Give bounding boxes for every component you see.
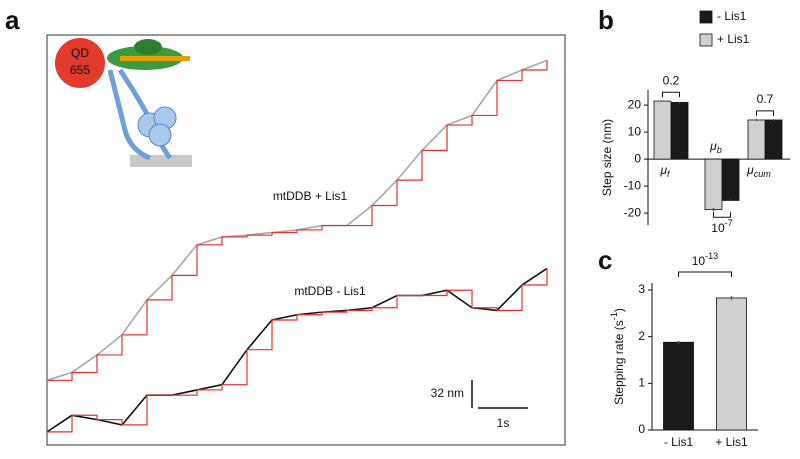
y-axis-label-end: ) <box>612 308 626 312</box>
y-tick-label: -20 <box>624 205 642 219</box>
p-value-sup: -7 <box>725 219 733 229</box>
quantum-dot <box>55 38 105 88</box>
panel-a-frame <box>46 34 566 446</box>
y-tick-label: 2 <box>638 329 645 343</box>
bar <box>716 297 747 431</box>
y-axis-label-sup: -1 <box>609 312 619 320</box>
y-axis-label: Step size (nm) <box>600 119 614 196</box>
category-label: μf <box>659 163 671 179</box>
dynein-cartoon <box>107 39 192 167</box>
y-tick-label: 10 <box>628 124 642 138</box>
category-label-sub: b <box>717 146 722 156</box>
bar <box>704 158 723 211</box>
p-value: 10-13 <box>692 251 719 268</box>
legend-label: + Lis1 <box>717 32 750 46</box>
panel-label: c <box>598 245 612 275</box>
bracket <box>713 212 731 218</box>
scale-label: 1s <box>497 416 510 430</box>
panel-label: a <box>5 5 20 35</box>
scale-label: 32 nm <box>431 386 464 400</box>
bar <box>663 341 694 431</box>
y-tick-label: 20 <box>628 97 642 111</box>
p-value-sup: -13 <box>705 251 718 261</box>
bracket <box>662 91 680 98</box>
legend-label: - Lis1 <box>717 9 747 23</box>
microtubule <box>130 155 192 167</box>
category-label: μcum <box>746 163 771 179</box>
series-label: mtDDB - Lis1 <box>294 284 366 298</box>
y-axis-label-text: Stepping rate (s <box>612 320 626 405</box>
category-label-sub: cum <box>754 170 772 180</box>
bar <box>721 158 740 201</box>
p-value: 10-7 <box>711 219 732 236</box>
p-value-base: 0.2 <box>663 73 680 87</box>
y-tick-label: 0 <box>634 151 641 165</box>
legend-swatch <box>699 10 713 24</box>
step-fit <box>47 60 548 381</box>
y-axis-label: Stepping rate (s-1) <box>609 308 626 405</box>
y-tick-label: 3 <box>638 282 645 296</box>
p-value-base: 10 <box>692 254 706 268</box>
bracket <box>678 271 732 277</box>
legend-swatch <box>699 33 713 47</box>
bar <box>747 119 766 160</box>
qd-label: 655 <box>70 63 90 77</box>
bar <box>670 102 689 160</box>
y-tick-label: 0 <box>638 422 645 436</box>
y-tick-label: 1 <box>638 376 645 390</box>
category-label-base: μ <box>746 163 754 177</box>
p-value-base: 10 <box>711 221 725 235</box>
p-value: 0.2 <box>663 73 680 87</box>
step-fit <box>47 268 548 433</box>
series-label: mtDDB + Lis1 <box>273 189 348 203</box>
p-value: 0.7 <box>757 92 774 106</box>
x-tick-label: + Lis1 <box>715 435 748 449</box>
x-tick-label: - Lis1 <box>664 435 694 449</box>
bar <box>764 119 783 160</box>
category-label-base: μ <box>659 163 667 177</box>
category-label-sub: f <box>667 170 671 180</box>
panel-label: b <box>598 5 614 35</box>
category-label: μb <box>709 139 722 155</box>
p-value-base: 0.7 <box>757 92 774 106</box>
y-tick-label: -10 <box>624 178 642 192</box>
category-label-base: μ <box>709 139 717 153</box>
qd-label: QD <box>71 46 89 60</box>
bracket <box>756 110 774 116</box>
bar <box>653 100 672 160</box>
